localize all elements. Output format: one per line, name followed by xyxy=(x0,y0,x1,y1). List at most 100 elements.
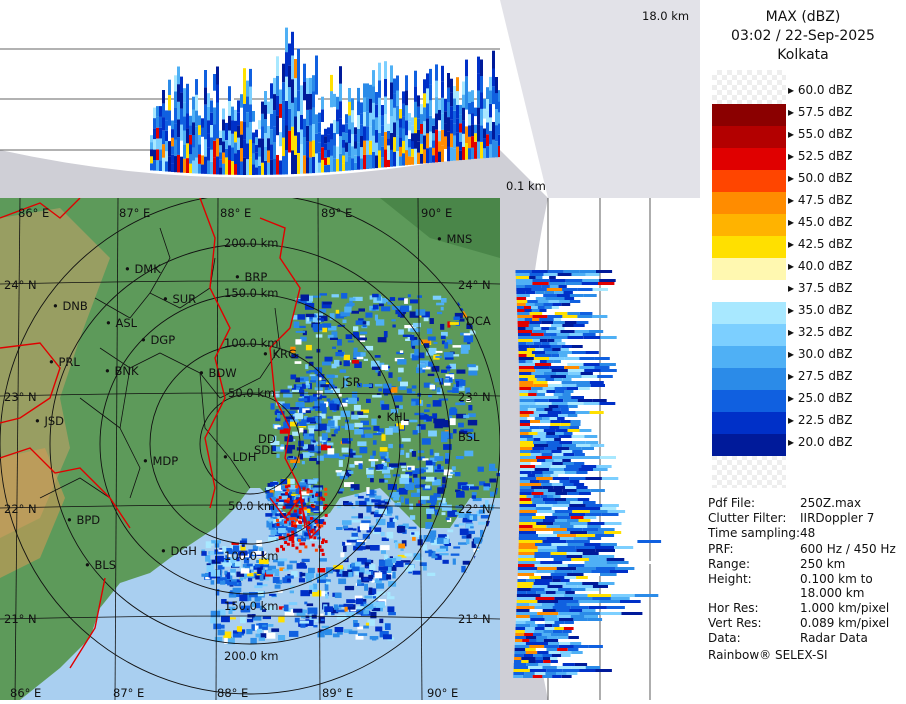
right-echo-cell xyxy=(520,432,529,435)
echo-cell xyxy=(323,453,330,458)
echo-cell xyxy=(387,596,395,600)
echo-cell xyxy=(362,325,367,328)
station-dca[interactable]: DCA xyxy=(466,314,491,328)
station-ldh[interactable]: • LDH xyxy=(222,450,257,464)
right-echo-cell xyxy=(596,465,612,468)
right-echo-cell xyxy=(550,474,559,477)
station-khl[interactable]: • KHL xyxy=(376,410,410,424)
top-echo-cell xyxy=(225,166,228,175)
station-krg[interactable]: • KRG xyxy=(262,347,297,361)
echo-cell xyxy=(337,349,342,353)
echo-cell xyxy=(274,425,281,429)
right-echo-cell xyxy=(576,321,589,324)
station-asl[interactable]: • ASL xyxy=(105,316,138,330)
station-dmk[interactable]: • DMK xyxy=(124,262,161,276)
legend-swatch xyxy=(712,324,786,346)
echo-cell xyxy=(363,577,373,581)
top-echo-cell xyxy=(252,143,255,154)
top-echo-cell xyxy=(201,164,204,174)
right-echo-cell xyxy=(520,462,531,465)
right-echo-cell xyxy=(535,474,543,477)
station-jsd[interactable]: • JSD xyxy=(34,414,64,428)
echo-cell xyxy=(282,577,291,584)
echo-cell xyxy=(370,455,375,460)
top-echo-cell xyxy=(183,130,186,145)
station-bls[interactable]: • BLS xyxy=(84,558,117,572)
echo-cell xyxy=(287,527,297,533)
station-bsl[interactable]: BSL xyxy=(458,430,480,444)
right-echo-cell xyxy=(542,609,556,612)
station-dgh[interactable]: • DGH xyxy=(160,544,197,558)
station-mns[interactable]: • MNS xyxy=(436,232,473,246)
top-echo-cell xyxy=(366,111,369,127)
right-echo-cell xyxy=(554,519,567,522)
right-echo-cell xyxy=(584,543,601,546)
right-echo-cell xyxy=(550,633,560,636)
station-bdw[interactable]: • BDW xyxy=(198,366,237,380)
right-echo-cell xyxy=(546,288,563,291)
station-dnb[interactable]: • DNB xyxy=(52,299,88,313)
right-echo-cell xyxy=(531,387,543,390)
top-echo-cell xyxy=(393,137,396,152)
right-echo-cell xyxy=(513,675,523,678)
station-prl[interactable]: • PRL xyxy=(48,355,80,369)
right-echo-cell xyxy=(558,435,572,438)
info-key-prf: PRF: xyxy=(708,542,734,556)
station-bnk[interactable]: • BNK xyxy=(104,364,139,378)
top-echo-cell xyxy=(468,114,471,126)
right-echo-cell xyxy=(545,435,559,438)
station-brp[interactable]: • BRP xyxy=(234,270,268,284)
radar-map-panel[interactable]: 86° E 87° E 88° E 89° E 90° E 86° E 87° … xyxy=(0,198,500,700)
top-echo-cell xyxy=(171,120,174,130)
echo-cell xyxy=(312,427,322,432)
echo-cell-strong xyxy=(321,552,325,556)
right-echo-cell xyxy=(577,315,593,318)
echo-cell xyxy=(428,361,433,367)
top-echo-cell xyxy=(492,139,495,158)
right-echo-cell xyxy=(531,270,548,273)
echo-cell xyxy=(400,449,405,455)
top-echo-cell xyxy=(309,109,312,126)
top-echo-cell xyxy=(450,119,453,134)
right-echo-cell xyxy=(548,489,563,492)
radar-map-svg[interactable] xyxy=(0,198,500,700)
right-echo-cell xyxy=(555,432,564,435)
station-sur[interactable]: • SUR xyxy=(162,292,197,306)
station-dd[interactable]: DD xyxy=(258,432,276,446)
top-echo-cell xyxy=(450,92,453,107)
echo-cell xyxy=(250,569,254,572)
station-jsr[interactable]: JSR xyxy=(342,375,361,389)
top-echo-cell xyxy=(177,119,180,138)
top-echo-cell xyxy=(459,141,462,151)
echo-cell xyxy=(301,461,305,465)
echo-cell xyxy=(436,548,446,553)
echo-cell xyxy=(309,613,314,620)
echo-cell xyxy=(376,294,381,301)
echo-cell xyxy=(368,459,379,462)
station-bpd[interactable]: • BPD xyxy=(66,513,101,527)
echo-cell xyxy=(331,567,336,572)
right-echo-cell xyxy=(534,366,550,369)
echo-cell xyxy=(299,453,303,460)
echo-cell xyxy=(246,595,252,601)
right-echo-cell xyxy=(562,585,578,588)
right-echo-cell xyxy=(542,471,554,474)
echo-cell xyxy=(344,376,350,379)
echo-cell xyxy=(449,377,453,382)
top-echo-cell xyxy=(171,129,174,138)
corner-svg xyxy=(500,0,700,198)
station-mdp[interactable]: • MDP xyxy=(142,454,179,468)
right-echo-cell xyxy=(542,474,551,477)
bottom-height-label: 0.1 km xyxy=(506,179,546,193)
right-echo-cell xyxy=(558,600,579,603)
top-echo-cell xyxy=(240,134,243,149)
station-sdl[interactable]: SDL xyxy=(254,443,277,457)
station-dgp[interactable]: • DGP xyxy=(140,333,176,347)
right-echo-cell xyxy=(519,423,530,426)
echo-cell xyxy=(412,339,421,346)
top-echo-cell xyxy=(192,147,195,161)
top-echo-cell xyxy=(270,98,273,114)
right-echo-cell xyxy=(598,528,615,531)
top-echo-cell xyxy=(342,132,345,140)
echo-cell-strong xyxy=(314,548,318,552)
